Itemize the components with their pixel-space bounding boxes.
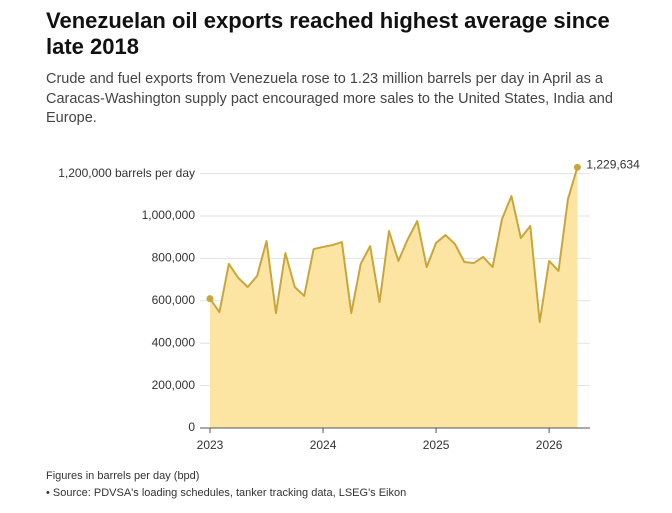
y-tick-label: 600,000: [152, 293, 196, 307]
source: • Source: PDVSA's loading schedules, tan…: [46, 487, 407, 499]
x-tick-label: 2026: [536, 438, 563, 452]
y-tick-label: 400,000: [152, 335, 196, 349]
y-tick-label: 0: [188, 420, 195, 434]
chart-subtitle: Crude and fuel exports from Venezuela ro…: [46, 71, 613, 126]
point: [206, 295, 214, 303]
area: [210, 167, 578, 428]
line: [209, 167, 579, 323]
note: Figures in barrels per day (bpd): [46, 470, 200, 482]
point: [573, 163, 581, 171]
y-tick-label: 800,000: [152, 251, 196, 265]
y-tick-label: 1,200,000 barrels per day: [58, 166, 195, 180]
x-tick-label: 2024: [310, 438, 337, 452]
x-tick-label: 2025: [423, 438, 450, 452]
value-label: 1,229,634: [586, 157, 640, 171]
chart-title: Venezuelan oil exports reached highest a…: [46, 8, 610, 59]
y-tick-label: 200,000: [152, 378, 196, 392]
y-tick-label: 1,000,000: [142, 208, 196, 222]
x-tick-label: 2023: [197, 438, 224, 452]
